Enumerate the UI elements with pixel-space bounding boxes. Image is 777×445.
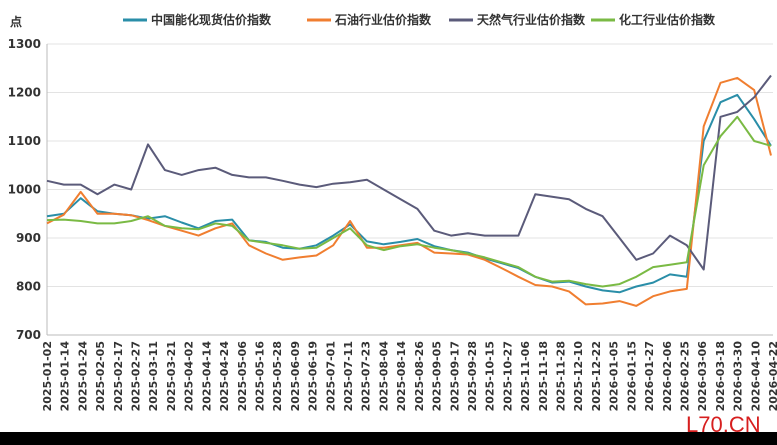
x-tick-label: 2026-03-06 (696, 341, 709, 412)
series-line-3 (46, 115, 772, 288)
x-tick-label: 2025-09-17 (448, 341, 461, 411)
x-tick-label: 2025-03-11 (147, 341, 160, 411)
x-tick-label: 2025-11-18 (537, 341, 550, 411)
x-tick-label: 2025-05-06 (236, 341, 249, 412)
x-tick-label: 2025-07-11 (342, 341, 355, 411)
y-tick-label: 700 (16, 328, 41, 342)
y-tick-label: 1300 (8, 37, 41, 51)
y-tick-label: 900 (16, 231, 41, 245)
x-tick-label: 2026-02-06 (661, 341, 674, 412)
series-line-2 (46, 74, 772, 271)
x-tick-label: 2025-02-05 (94, 341, 107, 411)
x-tick-label: 2025-03-21 (165, 341, 178, 411)
y-tick-label: 1000 (8, 183, 41, 197)
x-axis-ticks: 2025-01-02 2025-01-14 2025-01-24 2025-02-05… (41, 341, 777, 412)
legend-entry-0: 中国能化现货估价指数 (151, 12, 272, 27)
x-tick-label: 2025-09-05 (431, 341, 444, 411)
y-axis-ticks: 700 800 900 1000 1100 1200 1300 (8, 37, 41, 342)
x-tick-label: 2026-01-27 (643, 341, 656, 411)
x-tick-label: 2025-04-14 (200, 341, 213, 412)
x-tick-label: 2025-10-27 (501, 341, 514, 411)
x-tick-label: 2025-06-19 (307, 341, 320, 411)
x-tick-label: 2025-01-02 (41, 341, 54, 411)
x-tick-label: 2025-08-26 (413, 341, 426, 412)
x-tick-label: 2025-04-02 (183, 341, 196, 411)
x-tick-label: 2025-12-22 (590, 341, 603, 411)
y-tick-label: 1100 (8, 134, 41, 148)
x-tick-label: 2026-01-05 (608, 341, 621, 411)
legend-entry-3: 化工行业估价指数 (619, 12, 716, 27)
legend-entry-1: 石油行业估价指数 (334, 12, 432, 27)
x-tick-label: 2025-08-04 (377, 341, 390, 412)
bottom-bar (0, 432, 777, 445)
legend-entry-2: 天然气行业估价指数 (477, 12, 586, 27)
x-tick-label: 2026-04-10 (749, 341, 762, 412)
grid-lines (46, 43, 773, 336)
x-tick-label: 2025-02-27 (130, 341, 143, 411)
x-tick-label: 2026-03-18 (714, 341, 727, 411)
x-tick-label: 2025-12-10 (572, 341, 585, 412)
x-tick-label: 2025-01-24 (76, 341, 89, 412)
x-tick-label: 2025-02-17 (112, 341, 125, 411)
x-tick-label: 2025-08-14 (395, 341, 408, 412)
x-tick-label: 2025-11-28 (555, 341, 568, 411)
x-tick-label: 2025-01-14 (59, 341, 72, 412)
x-tick-label: 2025-06-09 (289, 341, 302, 411)
x-tick-label: 2025-05-16 (253, 341, 266, 412)
x-tick-label: 2025-07-23 (360, 341, 373, 411)
x-tick-label: 2025-10-15 (484, 341, 497, 411)
x-tick-label: 2025-09-28 (466, 341, 479, 411)
x-tick-label: 2025-04-24 (218, 341, 231, 412)
x-tick-label: 2026-04-22 (767, 341, 777, 411)
legend: 中国能化现货估价指数 石油行业估价指数 天然气行业估价指数 化工行业估价指数 (123, 12, 716, 27)
series-line-1 (46, 76, 772, 307)
series-lines (46, 74, 772, 307)
x-tick-label: 2025-11-06 (519, 341, 532, 412)
y-tick-label: 800 (16, 280, 41, 294)
x-tick-label: 2025-05-28 (271, 341, 284, 411)
y-tick-label: 1200 (8, 86, 41, 100)
x-tick-label: 2026-01-15 (625, 341, 638, 411)
x-tick-label: 2026-03-30 (732, 341, 745, 412)
x-tick-label: 2025-07-01 (324, 341, 337, 411)
x-tick-label: 2026-02-25 (678, 341, 691, 411)
series-line-0 (46, 93, 772, 294)
y-unit-label: 点 (10, 14, 22, 29)
